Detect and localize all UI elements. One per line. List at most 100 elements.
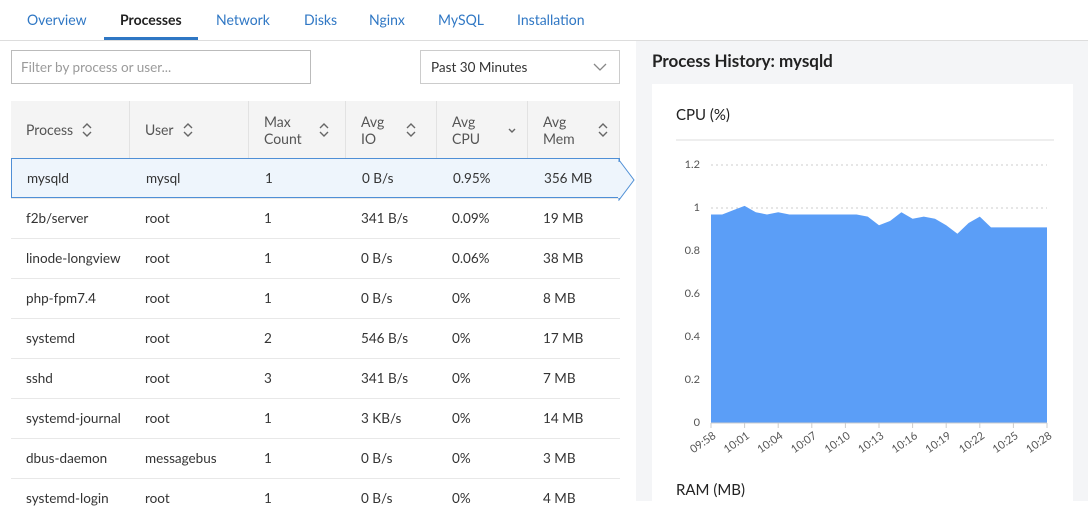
cell: 0 B/s: [361, 290, 393, 306]
header-row: Process User Max Count Avg IO Avg CPU Avg Mem: [11, 101, 620, 158]
tab[interactable]: Overview: [27, 11, 87, 28]
table-row[interactable]: sshd root 3 341 B/s 0% 7 MB: [11, 358, 620, 398]
cell: 1: [264, 210, 272, 226]
filter-input[interactable]: Filter by process or user...: [11, 50, 311, 84]
page: Overview Processes Network Disks Nginx MySQL I…: [0, 0, 1088, 506]
table-row[interactable]: systemd-journal root 1 3 KB/s 0% 14 MB: [11, 398, 620, 438]
y-tick-label: 1.2: [685, 158, 700, 171]
column-label: Avg Mem: [543, 112, 575, 147]
time-range-select[interactable]: Past 30 Minutes: [420, 50, 620, 84]
process-table: Process User Max Count Avg IO Avg CPU Avg Mem…: [11, 101, 620, 518]
table-row[interactable]: mysqld mysql 1 0 B/s 0.95% 356 MB: [11, 158, 620, 198]
cell: systemd-login: [26, 490, 109, 506]
cell: 17 MB: [543, 330, 584, 346]
cell: 1: [264, 490, 272, 506]
column-header[interactable]: Avg IO: [346, 101, 437, 158]
cell: 3: [264, 370, 272, 386]
cell: root: [145, 290, 170, 306]
cell: root: [145, 490, 170, 506]
x-tick-label: 10:28: [1024, 429, 1055, 456]
sort-icon: [598, 122, 608, 137]
cell: 0 B/s: [361, 250, 393, 266]
column-label: Avg IO: [361, 112, 385, 147]
cell: mysql: [146, 169, 181, 186]
cell: 7 MB: [543, 370, 576, 386]
cell: root: [145, 330, 170, 346]
sort-icon: [406, 122, 416, 137]
column-header[interactable]: User: [130, 101, 249, 158]
cell: messagebus: [145, 450, 217, 466]
column-label: Max Count: [264, 112, 302, 147]
cell: 0 B/s: [361, 450, 393, 466]
cell: 1: [264, 450, 272, 466]
table-row[interactable]: php-fpm7.4 root 1 0 B/s 0% 8 MB: [11, 278, 620, 318]
y-tick-label: 0: [694, 416, 701, 429]
cell: systemd: [26, 330, 76, 346]
cell: f2b/server: [26, 210, 89, 226]
tab[interactable]: Disks: [304, 11, 338, 28]
tab[interactable]: Network: [216, 11, 270, 28]
cpu-area: [711, 205, 1047, 423]
cell: root: [145, 410, 170, 426]
x-tick-label: 10:22: [956, 429, 987, 456]
table-row[interactable]: linode-longview root 1 0 B/s 0.06% 38 MB: [11, 238, 620, 278]
tab[interactable]: Processes: [120, 11, 182, 28]
x-tick-label: 10:25: [990, 429, 1021, 456]
cell: 0.95%: [453, 169, 491, 186]
column-label: Avg CPU: [452, 112, 481, 147]
table-row[interactable]: systemd root 2 546 B/s 0% 17 MB: [11, 318, 620, 358]
cell: 356 MB: [544, 169, 593, 186]
x-tick-label: 10:19: [923, 429, 954, 456]
cell: 4 MB: [543, 490, 576, 506]
cell: 0 B/s: [362, 169, 394, 186]
tab[interactable]: Nginx: [369, 11, 405, 28]
sort-icon: [508, 128, 516, 133]
tab[interactable]: Installation: [517, 11, 585, 28]
x-tick-label: 10:07: [788, 429, 819, 456]
cell: root: [145, 210, 170, 226]
cell: 0%: [452, 370, 471, 386]
cell: linode-longview: [26, 250, 121, 266]
ram-title: RAM (MB): [676, 481, 745, 499]
cell: 1: [264, 250, 272, 266]
sort-icon: [319, 122, 329, 137]
cell: 38 MB: [543, 250, 584, 266]
cell: mysqld: [27, 169, 69, 186]
y-tick-label: 0.4: [685, 330, 701, 343]
x-tick-label: 10:04: [755, 429, 786, 456]
cell: 0 B/s: [361, 490, 393, 506]
cell: 341 B/s: [361, 210, 409, 226]
column-header[interactable]: Process: [11, 101, 130, 158]
cell: 0%: [452, 450, 471, 466]
cell: 0%: [452, 330, 471, 346]
cell: systemd-journal: [26, 410, 121, 426]
panel-title: Process History: mysqld: [652, 50, 833, 71]
column-label: User: [145, 121, 174, 138]
cell: 546 B/s: [361, 330, 409, 346]
cell: 3 MB: [543, 450, 576, 466]
column-label: Process: [26, 121, 74, 138]
chart-title: CPU (%): [676, 106, 730, 124]
column-header[interactable]: Max Count: [249, 101, 346, 158]
cell: 0%: [452, 290, 471, 306]
column-header[interactable]: Avg CPU: [437, 101, 528, 158]
y-tick-label: 0.6: [685, 287, 700, 300]
cell: 0%: [452, 490, 471, 506]
x-tick-label: 09:58: [688, 429, 719, 456]
table-row[interactable]: dbus-daemon messagebus 1 0 B/s 0% 3 MB: [11, 438, 620, 478]
tab[interactable]: MySQL: [438, 11, 484, 28]
column-header[interactable]: Avg Mem: [528, 101, 620, 158]
cell: 19 MB: [543, 210, 584, 226]
table-row[interactable]: systemd-login root 1 0 B/s 0% 4 MB: [11, 478, 620, 518]
x-tick-label: 10:01: [721, 429, 752, 456]
cell: dbus-daemon: [26, 450, 108, 466]
y-tick-label: 0.2: [685, 373, 700, 386]
cell: 2: [264, 330, 272, 346]
cell: 14 MB: [543, 410, 584, 426]
tab-bar: Overview Processes Network Disks Nginx MySQL I…: [0, 0, 1088, 41]
table-row[interactable]: f2b/server root 1 341 B/s 0.09% 19 MB: [11, 198, 620, 238]
x-tick-label: 10:10: [822, 429, 853, 456]
cell: 3 KB/s: [361, 410, 402, 426]
cell: 341 B/s: [361, 370, 409, 386]
cell: 8 MB: [543, 290, 576, 306]
